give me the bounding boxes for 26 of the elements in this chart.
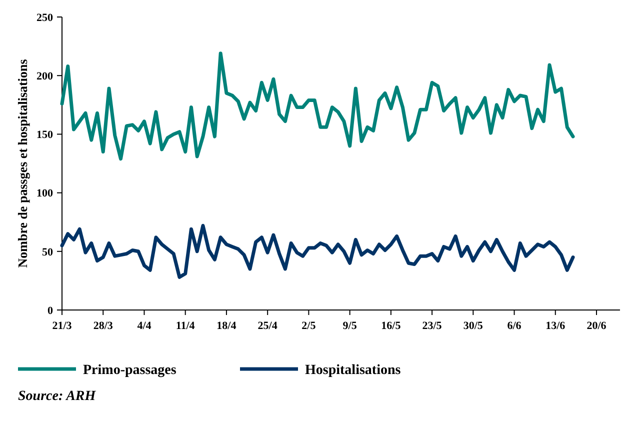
y-axis-title: Nombre de passges et hospitalisations: [15, 59, 30, 268]
x-tick-label: 18/4: [216, 320, 237, 332]
x-tick-label: 11/4: [176, 320, 196, 332]
x-tick-label: 2/5: [302, 320, 316, 332]
y-tick-label: 50: [42, 246, 54, 258]
x-tick-label: 25/4: [258, 320, 278, 332]
legend-label: Hospitalisations: [305, 362, 402, 378]
y-tick-label: 0: [48, 304, 54, 317]
line-series: [60, 52, 575, 161]
y-tick-label: 150: [36, 129, 54, 142]
x-tick-label: 28/3: [93, 320, 114, 332]
x-tick-label: 13/6: [546, 320, 566, 332]
x-tick-label: 30/5: [463, 320, 484, 332]
x-tick-label: 23/5: [422, 320, 442, 332]
x-tick-label: 6/6: [507, 320, 522, 332]
x-tick-label: 20/6: [586, 320, 607, 332]
y-tick-label: 100: [36, 188, 54, 200]
x-tick-label: 9/5: [342, 320, 358, 332]
y-tick-label: 200: [36, 70, 54, 82]
x-tick-label: 16/5: [381, 320, 402, 332]
line-series: [60, 224, 575, 279]
source-note: Source: ARH: [18, 389, 97, 404]
x-tick-label: 4/4: [137, 320, 152, 332]
y-tick-label: 250: [36, 12, 54, 24]
legend-label: Primo-passages: [83, 362, 177, 378]
x-tick-label: 21/3: [52, 320, 72, 332]
